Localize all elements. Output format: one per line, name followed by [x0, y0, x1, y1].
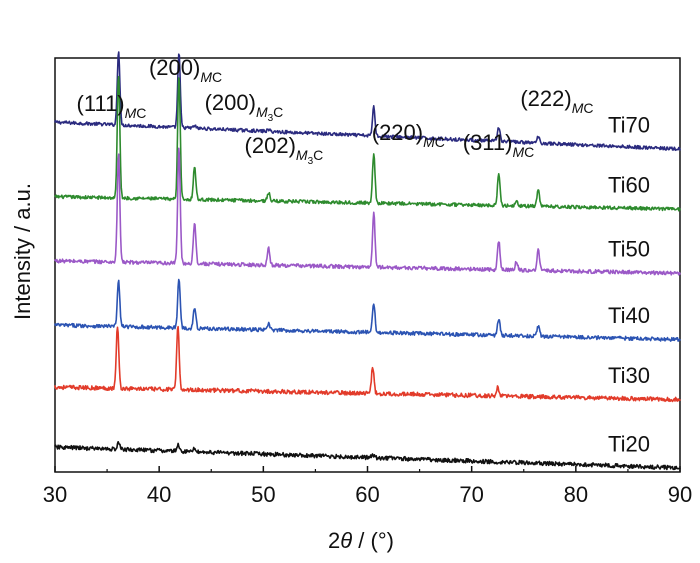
series-line-ti30	[54, 325, 681, 403]
peak-annotation-6: (311)MC	[463, 130, 535, 160]
x-tick-label-60: 60	[355, 482, 379, 507]
peak-annotation-sub-7: MC	[572, 100, 594, 116]
peak-annotation-main-3: (200)	[205, 90, 256, 115]
series-label-ti30: Ti30	[608, 363, 650, 388]
series-line-ti20	[54, 440, 681, 471]
x-axis-label-suffix: / (°)	[352, 528, 394, 553]
series-line-ti70	[54, 51, 681, 152]
peak-annotation-7: (222)MC	[520, 86, 593, 116]
peak-annotation-main-4: (202)	[245, 133, 296, 158]
series-label-ti60: Ti60	[608, 173, 650, 198]
peak-annotation-1: (111)MC	[77, 91, 147, 121]
axes-group: 30 40 50 60 70 80 90	[43, 466, 692, 507]
peak-annotation-sub-3: M3C	[256, 104, 283, 124]
series-label-ti50: Ti50	[608, 237, 650, 262]
peak-annotation-main-2: (200)	[149, 55, 200, 80]
peak-annotation-sub-1: MC	[125, 105, 147, 121]
peak-annotation-sub-6: MC	[512, 144, 534, 160]
annotations-group: (111)MC(200)MC(200)M3C(202)M3C(220)MC (31…	[77, 55, 594, 167]
x-tick-label-30: 30	[43, 482, 67, 507]
peak-annotation-sub-5: MC	[423, 134, 445, 150]
peak-annotation-sub-2: MC	[200, 69, 222, 85]
peak-annotation-sub-4: M3C	[296, 147, 323, 167]
series-label-ti20: Ti20	[608, 431, 650, 456]
peak-annotation-4: (202)M3C	[245, 133, 324, 167]
x-tick-label-80: 80	[564, 482, 588, 507]
x-tick-label-40: 40	[147, 482, 171, 507]
series-label-ti70: Ti70	[608, 113, 650, 138]
peak-annotation-main-1: (111)	[77, 91, 125, 116]
peak-annotation-2: (200)MC	[149, 55, 222, 85]
series-labels-group: Ti70 Ti60 Ti50 Ti40 Ti30 Ti20	[608, 113, 650, 457]
series-line-ti60	[54, 75, 681, 212]
peak-annotation-3: (200)M3C	[205, 90, 284, 124]
peak-annotation-main-5: (220)	[372, 120, 423, 145]
series-line-ti50	[54, 147, 681, 276]
peak-annotation-main-7: (222)	[520, 86, 571, 111]
x-axis-label-prefix: 2	[328, 528, 340, 553]
x-axis-label: 2θ / (°)	[328, 528, 394, 553]
peak-annotation-main-6: (311)	[463, 130, 513, 155]
x-axis-label-theta: θ	[340, 528, 352, 553]
x-tick-label-90: 90	[668, 482, 692, 507]
traces-group	[54, 51, 681, 471]
x-tick-label-50: 50	[251, 482, 275, 507]
x-tick-label-70: 70	[459, 482, 483, 507]
series-line-ti40	[54, 278, 681, 342]
y-axis-label: Intensity / a.u.	[10, 183, 35, 320]
series-label-ti40: Ti40	[608, 303, 650, 328]
peak-annotation-5: (220)MC	[372, 120, 445, 150]
